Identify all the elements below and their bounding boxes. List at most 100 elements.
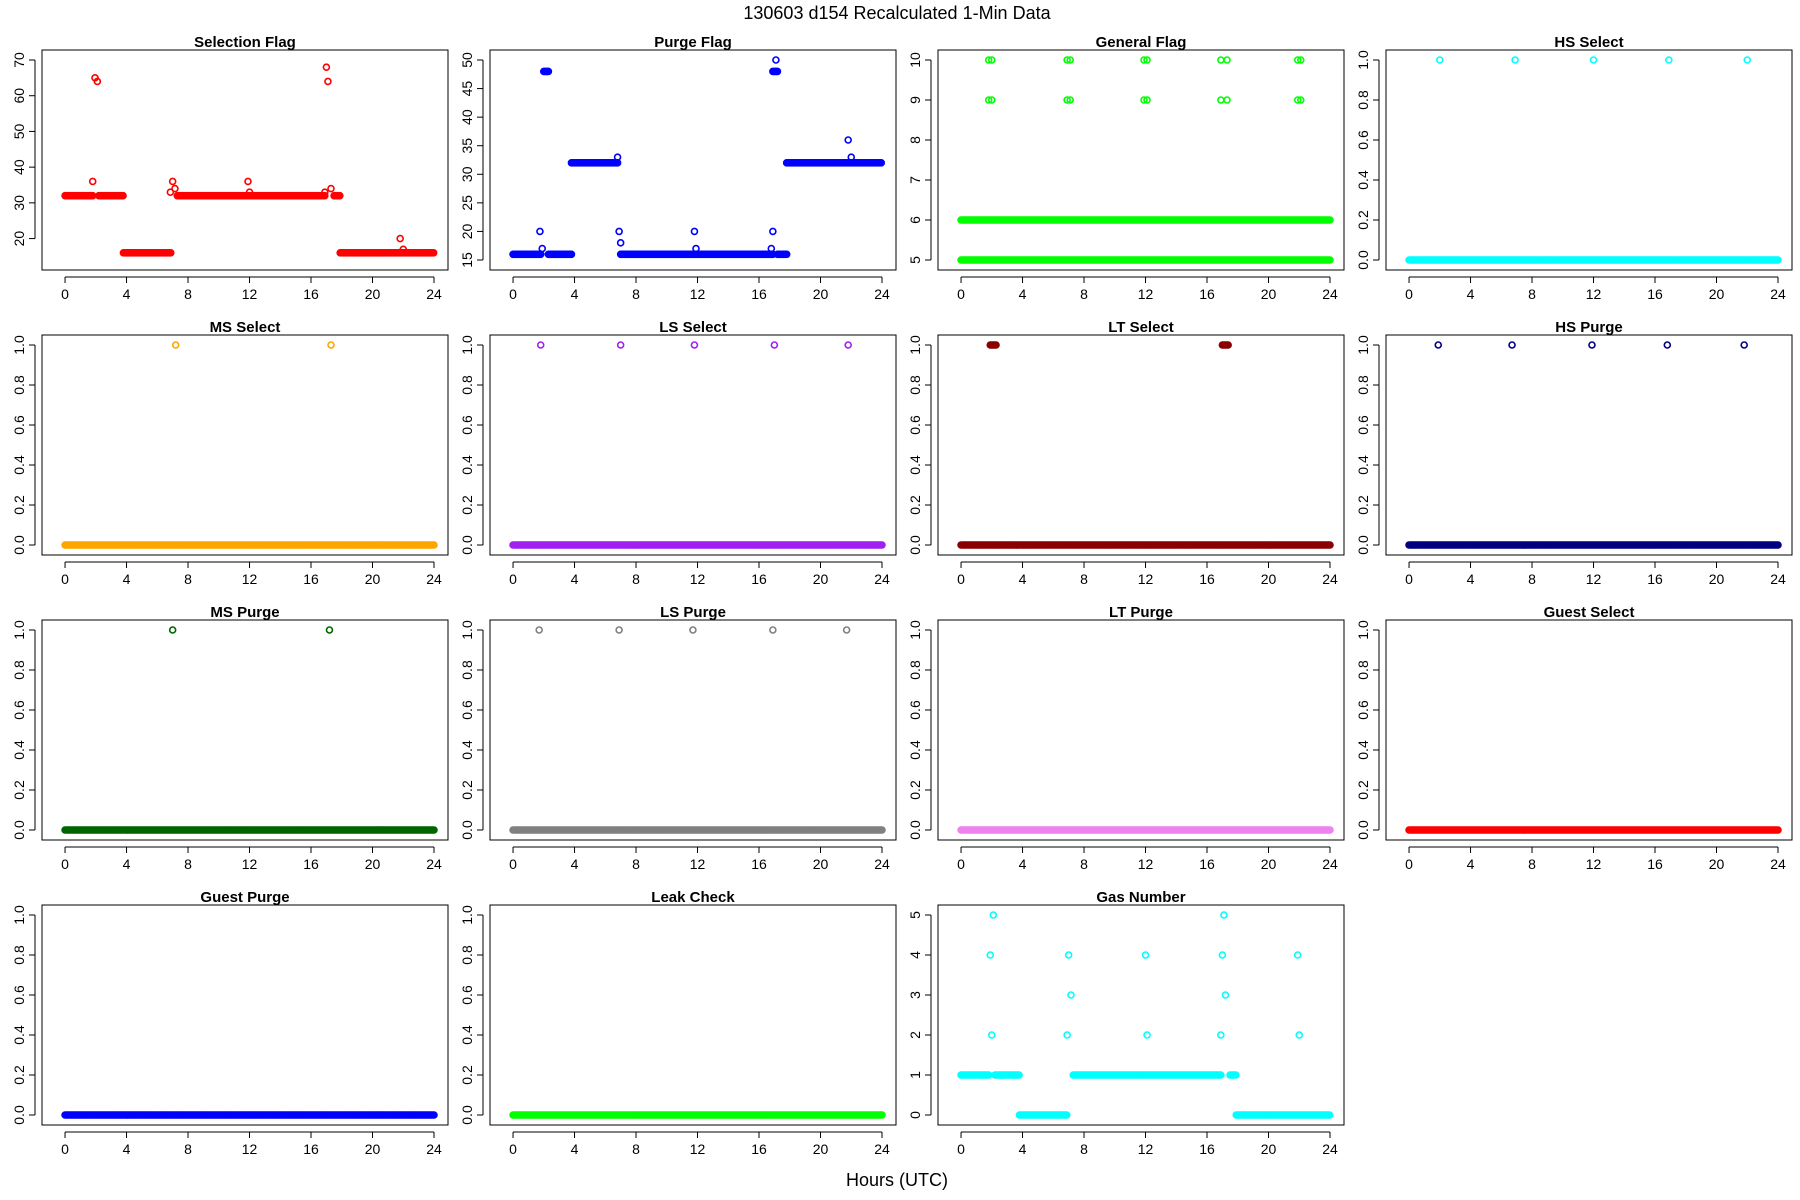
x-tick-label: 20 (365, 1141, 381, 1157)
data-point (119, 191, 127, 200)
y-tick-label: 0.2 (11, 495, 27, 515)
data-point (769, 227, 777, 236)
data-point (430, 541, 438, 549)
x-tick-label: 16 (1647, 286, 1663, 302)
data-series (61, 1111, 438, 1119)
x-tick-label: 20 (1261, 571, 1277, 587)
data-point (1511, 56, 1519, 64)
x-tick-label: 16 (303, 1141, 319, 1157)
x-tick-label: 8 (632, 856, 640, 872)
data-point (321, 188, 329, 196)
y-tick-label: 1.0 (907, 620, 923, 640)
y-tick-label: 0.6 (1355, 130, 1371, 150)
y-tick-label: 0.4 (907, 740, 923, 760)
data-point (987, 56, 996, 64)
x-axis: 0 4 8 12 16 20 24 (957, 276, 1338, 302)
y-tick-label: 0.2 (1355, 495, 1371, 515)
data-series (957, 341, 1334, 549)
plot-frame (489, 49, 897, 271)
y-tick-label: 0.0 (11, 535, 27, 555)
y-tick-label: 0.8 (11, 660, 27, 680)
y-tick-label: 5 (907, 256, 923, 264)
panel-title: General Flag (1096, 34, 1187, 51)
data-point (769, 626, 777, 634)
y-tick-label: 0.0 (459, 535, 475, 555)
data-point (1588, 341, 1596, 349)
y-tick-label: 1.0 (1355, 335, 1371, 355)
y-axis: 0.00.20.40.60.81.0 (459, 335, 484, 555)
data-series (957, 56, 1334, 264)
y-tick-label: 7 (907, 176, 923, 184)
y-tick-label: 1.0 (1355, 50, 1371, 70)
x-tick-label: 20 (813, 571, 829, 587)
x-tick-label: 24 (1322, 286, 1338, 302)
plot-frame (41, 904, 449, 1126)
x-tick-label: 16 (1647, 571, 1663, 587)
x-axis: 0 4 8 12 16 20 24 (1405, 276, 1786, 302)
data-point (1589, 56, 1598, 64)
x-tick-label: 24 (426, 1141, 442, 1157)
x-tick-label: 4 (571, 856, 579, 872)
panel-title: Selection Flag (194, 34, 296, 51)
x-tick-label: 20 (813, 286, 829, 302)
y-tick-label: 1.0 (11, 905, 27, 925)
x-tick-label: 12 (1586, 856, 1602, 872)
x-axis: 0 4 8 12 16 20 24 (61, 1131, 442, 1157)
x-tick-label: 16 (303, 571, 319, 587)
y-tick-label: 0.4 (459, 740, 475, 760)
data-point (429, 249, 438, 257)
y-tick-label: 1.0 (1355, 620, 1371, 640)
x-tick-label: 12 (690, 856, 706, 872)
x-tick-label: 12 (1138, 286, 1154, 302)
x-tick-label: 4 (1019, 286, 1027, 302)
x-tick-label: 8 (184, 856, 192, 872)
x-tick-label: 4 (123, 1141, 131, 1157)
data-point (1743, 56, 1752, 64)
x-tick-label: 24 (1770, 571, 1786, 587)
data-point (1063, 56, 1071, 64)
data-point (616, 341, 625, 349)
x-tick-label: 0 (61, 286, 69, 302)
data-point (1774, 256, 1782, 264)
y-tick-label: 10 (907, 52, 923, 68)
data-point (984, 56, 993, 64)
data-point (767, 244, 776, 253)
y-tick-label: 0.4 (907, 455, 923, 475)
data-point (1066, 56, 1074, 64)
data-point (324, 77, 332, 86)
y-tick-label: 1.0 (459, 620, 475, 640)
x-tick-label: 20 (1261, 856, 1277, 872)
y-tick-label: 0.6 (11, 415, 27, 435)
data-point (984, 96, 993, 104)
y-tick-label: 70 (11, 52, 27, 68)
data-point (1217, 56, 1225, 64)
x-tick-label: 8 (184, 1141, 192, 1157)
x-tick-label: 16 (1199, 571, 1215, 587)
data-series (509, 626, 886, 834)
x-tick-label: 0 (1405, 571, 1413, 587)
y-tick-label: 0.4 (11, 740, 27, 760)
x-tick-label: 12 (242, 1141, 258, 1157)
y-tick-label: 0.8 (459, 375, 475, 395)
x-tick-label: 24 (874, 856, 890, 872)
data-point (93, 77, 102, 86)
x-tick-label: 8 (184, 571, 192, 587)
data-point (245, 188, 254, 196)
x-tick-label: 20 (365, 856, 381, 872)
x-tick-label: 8 (184, 286, 192, 302)
x-tick-label: 0 (61, 571, 69, 587)
y-tick-label: 0.0 (1355, 250, 1371, 270)
x-axis: 0 4 8 12 16 20 24 (1405, 846, 1786, 872)
x-tick-label: 16 (751, 571, 767, 587)
panel-title: HS Select (1554, 34, 1623, 51)
x-tick-label: 16 (751, 286, 767, 302)
